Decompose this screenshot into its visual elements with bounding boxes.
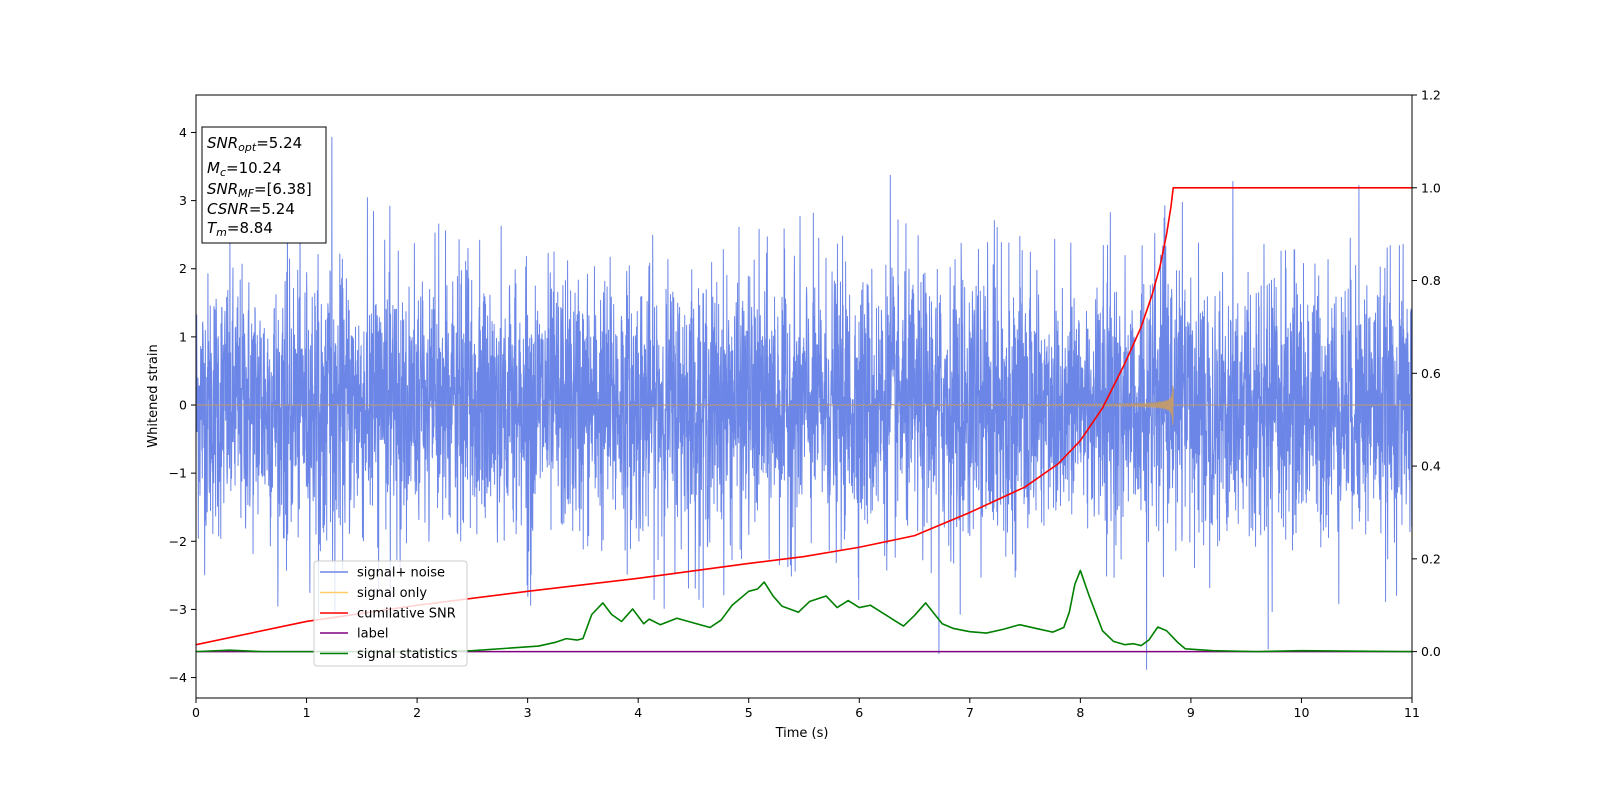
x-tick-label: 6 [855,705,863,720]
y-axis-left: 4 3 2 1 0 −1 −2 −3 −4 [169,125,196,685]
y-tick-label: 1 [179,329,187,344]
x-axis-label: Time (s) [775,726,829,741]
svg-text:cumilative SNR: cumilative SNR [357,607,456,622]
y2-tick-label: 0.0 [1421,644,1441,659]
x-tick-label: 1 [303,705,311,720]
y-axis-right: 1.2 1.0 0.8 0.6 0.4 0.2 0.0 [1412,88,1441,659]
legend-entry-signal-only: signal only [320,586,427,601]
y2-tick-label: 0.4 [1421,459,1441,474]
series-signal-statistics [196,569,1412,653]
svg-text:signal only: signal only [357,586,427,601]
x-tick-label: 7 [966,705,974,720]
x-tick-label: 11 [1404,705,1420,720]
annotation-tm: Tm=8.84 [207,219,273,239]
legend-entry-signal-noise: signal+ noise [320,566,445,581]
annotation-box: SNRopt=5.24 Mc=10.24 SNRMF=[6.38] CSNR=5… [201,126,327,244]
x-tick-label: 4 [634,705,642,720]
y-tick-label: 4 [179,125,187,140]
plot-frame [195,94,1413,699]
x-tick-label: 5 [745,705,753,720]
y2-tick-label: 0.8 [1421,273,1441,288]
legend: signal+ noise signal only cumilative SNR… [313,560,468,667]
series-signal-noise [196,136,1412,670]
legend-entry-label: label [320,627,388,642]
x-tick-label: 2 [413,705,421,720]
y-tick-label: 0 [179,398,187,413]
y-tick-label: −3 [169,602,187,617]
x-tick-label: 9 [1187,705,1195,720]
x-axis: 0 1 2 3 4 5 6 7 8 9 10 11 [192,698,1420,720]
svg-text:label: label [357,627,388,642]
y2-tick-label: 1.2 [1421,88,1441,103]
y-tick-label: −4 [169,670,187,685]
y-tick-label: 3 [179,193,187,208]
y-tick-label: 2 [179,261,187,276]
annotation-snr-opt: SNRopt=5.24 [207,134,302,154]
series-cumulative-snr [196,186,1412,646]
series-signal-only [196,385,1412,426]
legend-entry-signal-statistics: signal statistics [320,647,458,662]
annotation-mc: Mc=10.24 [207,159,282,179]
y2-tick-label: 1.0 [1421,180,1441,195]
y2-tick-label: 0.6 [1421,366,1441,381]
y2-tick-label: 0.2 [1421,551,1441,566]
y-axis-label: Whitened strain [146,344,161,447]
y-tick-label: −2 [169,534,187,549]
annotation-csnr: CSNR=5.24 [207,200,295,218]
y-tick-label: −1 [169,466,187,481]
svg-text:signal+ noise: signal+ noise [357,566,445,581]
annotation-snr-mf: SNRMF=[6.38] [207,180,312,200]
x-tick-label: 0 [192,705,200,720]
x-tick-label: 10 [1294,705,1310,720]
x-tick-label: 8 [1076,705,1084,720]
legend-entry-cumulative-snr: cumilative SNR [320,607,456,622]
x-tick-label: 3 [524,705,532,720]
svg-text:signal statistics: signal statistics [357,647,458,662]
